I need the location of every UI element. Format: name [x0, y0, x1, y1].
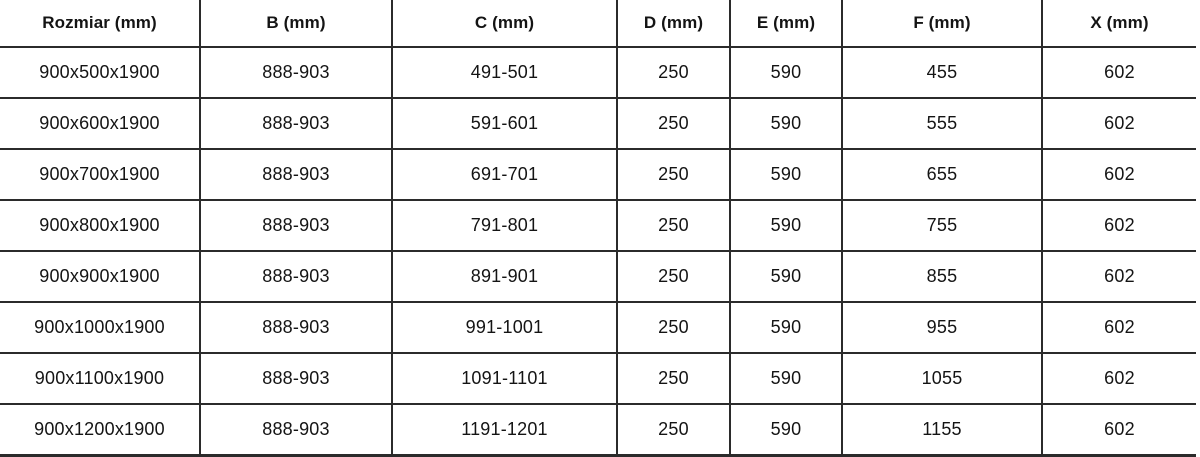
table-row: 900x1000x1900 888-903 991-1001 250 590 9…	[0, 301, 1196, 354]
cell-c: 691-701	[391, 148, 618, 201]
cell-x: 602	[1041, 301, 1196, 354]
cell-d: 250	[616, 97, 731, 150]
cell-d: 250	[616, 301, 731, 354]
cell-d: 250	[616, 250, 731, 303]
cell-c: 1191-1201	[391, 403, 618, 457]
cell-c: 491-501	[391, 46, 618, 99]
column-header-f: F (mm)	[841, 0, 1043, 48]
cell-x: 602	[1041, 97, 1196, 150]
cell-c: 591-601	[391, 97, 618, 150]
cell-f: 1155	[841, 403, 1043, 457]
table-row: 900x900x1900 888-903 891-901 250 590 855…	[0, 250, 1196, 303]
cell-e: 590	[729, 46, 843, 99]
cell-d: 250	[616, 352, 731, 405]
cell-size: 900x1200x1900	[0, 403, 201, 457]
cell-e: 590	[729, 148, 843, 201]
cell-b: 888-903	[199, 199, 393, 252]
cell-d: 250	[616, 199, 731, 252]
cell-b: 888-903	[199, 403, 393, 457]
cell-f: 655	[841, 148, 1043, 201]
cell-c: 791-801	[391, 199, 618, 252]
cell-e: 590	[729, 301, 843, 354]
cell-e: 590	[729, 97, 843, 150]
table-row: 900x700x1900 888-903 691-701 250 590 655…	[0, 148, 1196, 201]
cell-size: 900x600x1900	[0, 97, 201, 150]
cell-b: 888-903	[199, 46, 393, 99]
table-header-row: Rozmiar (mm) B (mm) C (mm) D (mm) E (mm)…	[0, 0, 1196, 48]
cell-e: 590	[729, 403, 843, 457]
column-header-x: X (mm)	[1041, 0, 1196, 48]
table-row: 900x1200x1900 888-903 1191-1201 250 590 …	[0, 403, 1196, 457]
table-header: Rozmiar (mm) B (mm) C (mm) D (mm) E (mm)…	[0, 0, 1196, 48]
cell-size: 900x1000x1900	[0, 301, 201, 354]
cell-d: 250	[616, 46, 731, 99]
cell-e: 590	[729, 250, 843, 303]
table-row: 900x600x1900 888-903 591-601 250 590 555…	[0, 97, 1196, 150]
cell-d: 250	[616, 403, 731, 457]
cell-x: 602	[1041, 46, 1196, 99]
cell-size: 900x700x1900	[0, 148, 201, 201]
cell-e: 590	[729, 352, 843, 405]
cell-size: 900x800x1900	[0, 199, 201, 252]
cell-b: 888-903	[199, 97, 393, 150]
table-body: 900x500x1900 888-903 491-501 250 590 455…	[0, 46, 1196, 457]
cell-f: 755	[841, 199, 1043, 252]
cell-c: 891-901	[391, 250, 618, 303]
cell-f: 855	[841, 250, 1043, 303]
cell-c: 991-1001	[391, 301, 618, 354]
cell-f: 555	[841, 97, 1043, 150]
column-header-b: B (mm)	[199, 0, 393, 48]
cell-x: 602	[1041, 250, 1196, 303]
table-row: 900x1100x1900 888-903 1091-1101 250 590 …	[0, 352, 1196, 405]
column-header-c: C (mm)	[391, 0, 618, 48]
cell-x: 602	[1041, 148, 1196, 201]
column-header-d: D (mm)	[616, 0, 731, 48]
cell-f: 1055	[841, 352, 1043, 405]
cell-d: 250	[616, 148, 731, 201]
cell-b: 888-903	[199, 250, 393, 303]
cell-x: 602	[1041, 199, 1196, 252]
cell-b: 888-903	[199, 352, 393, 405]
cell-b: 888-903	[199, 301, 393, 354]
cell-f: 455	[841, 46, 1043, 99]
table-row: 900x500x1900 888-903 491-501 250 590 455…	[0, 46, 1196, 99]
cell-size: 900x500x1900	[0, 46, 201, 99]
cell-c: 1091-1101	[391, 352, 618, 405]
column-header-e: E (mm)	[729, 0, 843, 48]
cell-size: 900x900x1900	[0, 250, 201, 303]
cell-f: 955	[841, 301, 1043, 354]
cell-x: 602	[1041, 403, 1196, 457]
table-row: 900x800x1900 888-903 791-801 250 590 755…	[0, 199, 1196, 252]
column-header-size: Rozmiar (mm)	[0, 0, 201, 48]
cell-e: 590	[729, 199, 843, 252]
cell-b: 888-903	[199, 148, 393, 201]
cell-size: 900x1100x1900	[0, 352, 201, 405]
cell-x: 602	[1041, 352, 1196, 405]
